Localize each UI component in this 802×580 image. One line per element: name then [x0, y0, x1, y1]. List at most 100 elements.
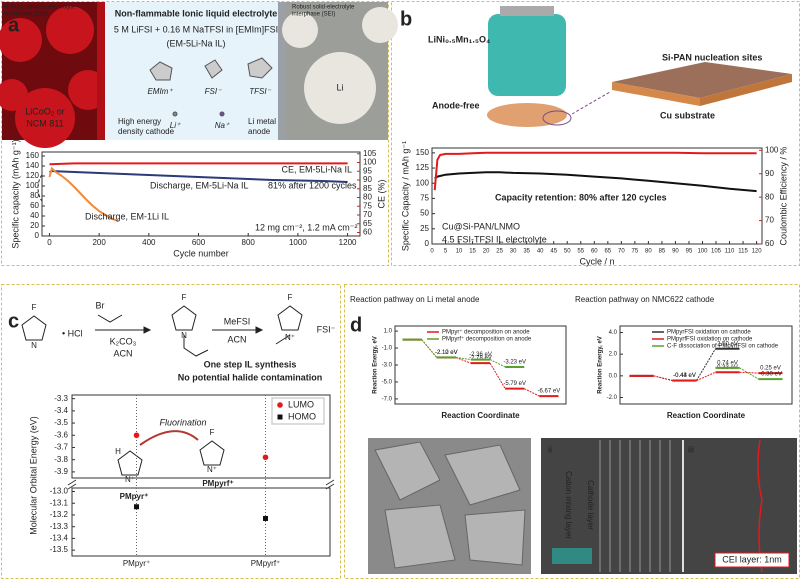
value-label: -0.30 eV	[759, 372, 782, 378]
atom: F	[32, 303, 37, 312]
x-tick-label: 50	[564, 249, 571, 255]
y-tick-label: -3.5	[54, 418, 68, 427]
legend-label: C-F dissociation of PMpyrfFSI on cathode	[667, 344, 779, 350]
y-axis-title: Molecular Orbital Energy (eV)	[28, 416, 38, 535]
label: (EM-5Li-Na IL)	[166, 38, 225, 48]
label: Robust solid-electrolyte	[292, 5, 355, 11]
value-label: -2.10 eV	[435, 350, 458, 356]
series-line	[434, 171, 757, 193]
arrowhead	[143, 326, 152, 334]
label: High energy	[118, 117, 161, 126]
anode-disc	[487, 103, 567, 127]
x-axis-title: Cycle / n	[579, 256, 614, 266]
y-tick-label: 2.0	[609, 352, 618, 358]
panel-d-frame	[344, 284, 800, 579]
label: NCM 811	[26, 118, 63, 128]
reagent: K₂CO₃	[110, 336, 137, 346]
ion-label: TFSI⁻	[249, 87, 271, 96]
molecule	[275, 334, 291, 345]
axis-break	[67, 479, 77, 490]
label: Cathode layer	[586, 480, 595, 530]
reagent: MeFSI	[224, 316, 251, 326]
connector	[455, 356, 471, 361]
substrate-edge	[700, 74, 792, 106]
x-tick-label: 60	[591, 249, 598, 255]
y2-tick-label: 70	[363, 210, 372, 219]
y2-tick-label: 100	[363, 158, 377, 167]
y-tick-label: 60	[30, 201, 39, 210]
molecule	[171, 305, 197, 331]
value-label: -3.23 eV	[503, 360, 526, 366]
series-line	[48, 166, 119, 222]
y2-tick-label: 105	[363, 149, 377, 158]
y-tick-label: -5.0	[382, 380, 393, 386]
x-tick-label: 200	[92, 238, 106, 247]
connector	[696, 371, 716, 382]
y-tick-label: -13.4	[50, 534, 69, 543]
y-tick-label: -13.5	[50, 545, 69, 554]
y-tick-label: -3.0	[382, 363, 393, 369]
series-line	[49, 162, 348, 166]
annotation: 12 mg cm⁻², 1.2 mA cm⁻²	[255, 222, 358, 232]
arrowhead	[255, 326, 264, 334]
x-axis-title: Reaction Coordinate	[441, 411, 520, 420]
x-tick-label: 65	[604, 249, 611, 255]
legend-label: PMpyrFSI oxidation on cathode	[667, 330, 751, 336]
x-tick-label: 15	[469, 249, 476, 255]
x-tick-label: 600	[192, 238, 206, 247]
anode-particles	[282, 7, 398, 124]
axis-break	[325, 479, 335, 490]
sem-grains	[374, 441, 526, 569]
y-tick-label: 100	[416, 178, 430, 187]
y2-axis-title: Coulombic Efficiency / %	[778, 147, 788, 246]
cylinder-cap	[500, 6, 554, 16]
connector	[524, 388, 540, 397]
panel-b-frame	[391, 1, 800, 266]
x-tick-label: 45	[550, 249, 557, 255]
na-ion	[219, 111, 225, 117]
atom: N	[31, 341, 37, 350]
y-tick-label: 140	[26, 161, 40, 170]
label: Non-flammable Ionic liquid electrolyte	[115, 8, 278, 18]
y2-tick-label: 60	[765, 239, 774, 248]
y2-tick-label: 70	[765, 216, 774, 225]
x-tick-label: 30	[510, 249, 517, 255]
y-axis-title: Specific capacity (mAh g⁻¹)	[10, 139, 20, 248]
connector	[696, 348, 716, 381]
x-tick-label: 1000	[289, 238, 307, 247]
molecule	[149, 61, 173, 81]
y2-tick-label: 60	[363, 228, 372, 237]
value-label: -2.12 eV	[435, 350, 458, 356]
ion-label: FSI⁻	[205, 87, 222, 96]
x-tick-label: 20	[483, 249, 490, 255]
label: Li	[336, 82, 343, 92]
label: ii	[548, 444, 552, 454]
label: iii	[688, 444, 694, 454]
panel-letter: a	[8, 14, 20, 36]
y-axis-title: Specific Capacity / mAh g⁻¹	[400, 141, 410, 251]
series-label: Discharge, EM-5Li-Na IL	[150, 180, 249, 190]
y-tick-label: 4.0	[609, 330, 618, 336]
scheme-molecules	[21, 305, 303, 476]
x-tick-label: 85	[659, 249, 666, 255]
y-tick-label: -3.3	[54, 394, 68, 403]
y-tick-label: -3.6	[54, 430, 68, 439]
molecule	[21, 315, 47, 341]
plot-frame	[394, 325, 567, 405]
tem-highlight	[552, 548, 592, 564]
x-tick-label: 1200	[339, 238, 357, 247]
molecules-a	[149, 57, 273, 117]
x-tick-label: 10	[456, 249, 463, 255]
series-line	[433, 151, 757, 191]
y-tick-label: -13.1	[50, 498, 69, 507]
atom: N⁺	[207, 465, 217, 474]
x-tick-label: 400	[142, 238, 156, 247]
y2-tick-label: 80	[765, 192, 774, 201]
y2-tick-label: 95	[363, 166, 372, 175]
ion-label: EMIm⁺	[147, 87, 173, 96]
y-tick-label: -3.7	[54, 443, 68, 452]
y2-tick-label: 90	[363, 175, 372, 184]
molecule	[277, 305, 303, 331]
label: interphase (SEI)	[292, 12, 335, 18]
